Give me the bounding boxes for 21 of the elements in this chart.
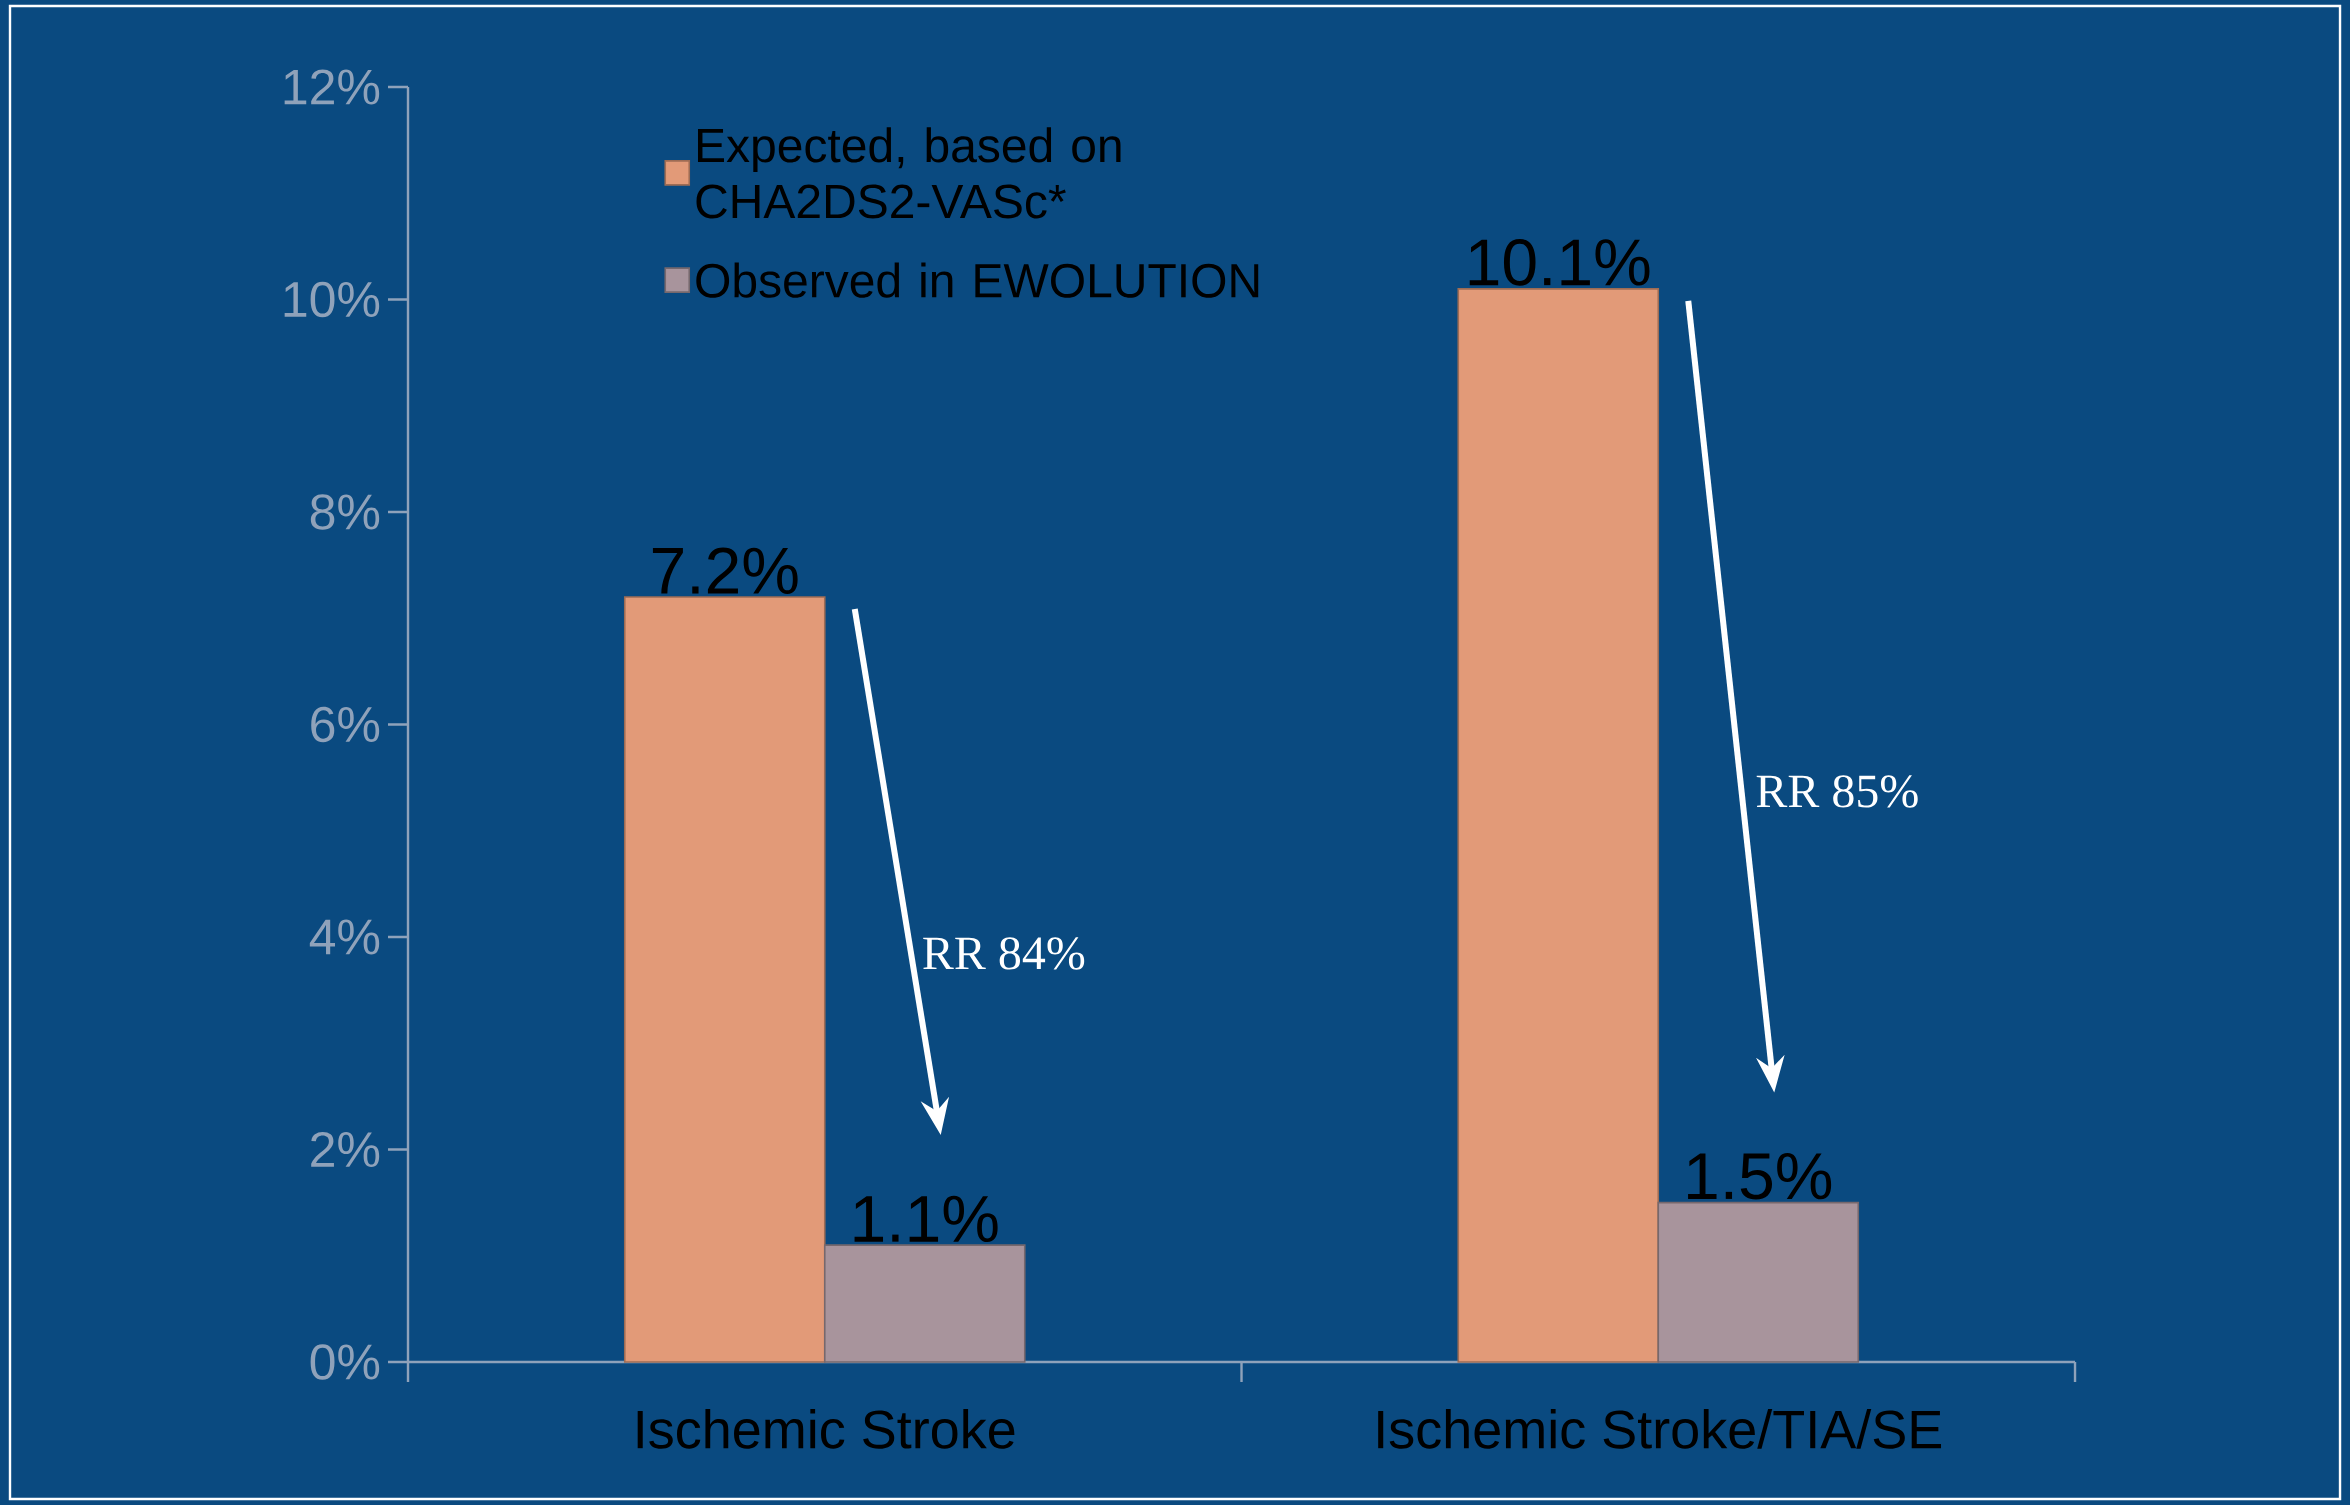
y-tick-label: 2% — [311, 1131, 380, 1168]
y-tick-label: 4% — [309, 919, 380, 955]
data-label: 1.1% — [854, 1195, 998, 1243]
legend-label: Observed in EWOLUTION — [696, 262, 1259, 298]
y-tick-label: 8% — [310, 494, 380, 530]
x-tick-label: Ischemic Stroke — [637, 1409, 1015, 1449]
annotation: RR 85% — [1756, 775, 1918, 808]
legend-label: Expected, based on CHA2DS2-VASc* — [696, 127, 1121, 219]
data-label: 7.2% — [652, 547, 798, 594]
bar — [623, 596, 826, 1363]
x-tick-label: Ischemic Stroke/TIA/SE — [1378, 1409, 1942, 1449]
bar — [1457, 288, 1660, 1363]
annotation: RR 84% — [923, 937, 1085, 970]
y-tick-label: 10% — [284, 281, 380, 318]
y-tick-label: 12% — [284, 69, 380, 105]
y-tick-label: 0% — [310, 1344, 380, 1380]
y-tick-label: 6% — [311, 706, 380, 743]
data-label: 10.1% — [1469, 239, 1650, 286]
bar — [1657, 1201, 1860, 1363]
data-label: 1.5% — [1688, 1153, 1832, 1200]
bar — [823, 1244, 1026, 1363]
